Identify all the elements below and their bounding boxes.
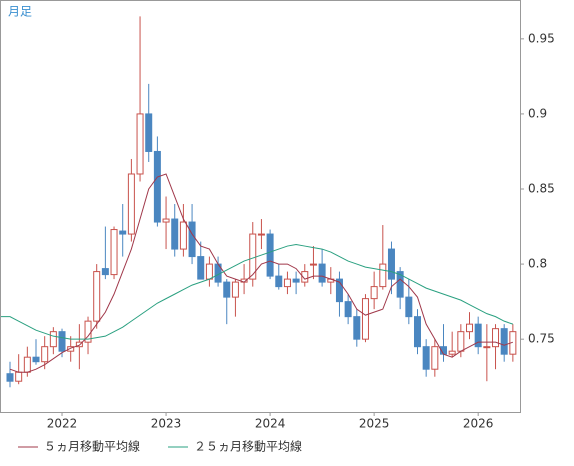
candle-body	[275, 275, 283, 288]
legend-label: ５ヵ月移動平均線	[44, 439, 140, 454]
candle-body	[335, 278, 343, 303]
candle-body	[6, 373, 14, 382]
candle-body	[15, 371, 23, 382]
moving-average-line	[1, 244, 514, 340]
candle-body	[387, 248, 395, 280]
candle-body	[457, 331, 465, 352]
plot-frame	[0, 0, 521, 413]
candle-body	[318, 263, 326, 283]
candle-body	[119, 230, 127, 235]
candle-body	[361, 298, 369, 340]
candle-body	[23, 356, 31, 373]
candle-body	[223, 281, 231, 298]
y-tick-label: 0.75	[528, 332, 555, 346]
candle-body	[309, 263, 317, 266]
candle-body	[171, 218, 179, 250]
candle-body	[136, 113, 144, 175]
candle-body	[431, 346, 439, 370]
candle-body	[179, 221, 187, 250]
candle-body	[448, 350, 456, 355]
candle-body	[75, 341, 83, 348]
candle-body	[301, 271, 309, 283]
candle-body	[353, 316, 361, 340]
moving-average-line	[9, 173, 514, 373]
candle-body	[49, 331, 57, 348]
x-tick-label: 2024	[255, 417, 286, 431]
candle-body	[422, 346, 430, 370]
candle-body	[153, 150, 161, 223]
period-label: 月足	[8, 5, 32, 19]
candle-body	[405, 296, 413, 318]
candle-body	[257, 233, 265, 236]
candle-body	[197, 256, 205, 280]
candle-body	[231, 281, 239, 298]
candle-body	[205, 263, 213, 280]
x-tick-label: 2023	[151, 417, 182, 431]
candle-body	[413, 316, 421, 348]
candle-body	[466, 323, 474, 333]
candle-body	[162, 218, 170, 223]
candle-body	[379, 263, 387, 288]
x-tick-label: 2022	[47, 417, 78, 431]
y-tick-label: 0.85	[528, 182, 555, 196]
candle-body	[344, 301, 352, 318]
candle-body	[483, 346, 491, 349]
candle-body	[93, 271, 101, 322]
candle-body	[188, 221, 196, 258]
candle-body	[58, 331, 66, 352]
y-tick-label: 0.8	[528, 257, 547, 271]
candle-body	[110, 229, 118, 276]
candle-body	[67, 346, 75, 352]
candle-body	[370, 286, 378, 300]
y-tick-label: 0.9	[528, 106, 547, 120]
candle-body	[500, 328, 508, 355]
candle-body	[32, 356, 40, 363]
y-tick-label: 0.95	[528, 31, 555, 45]
candle-body	[127, 173, 135, 235]
candle-body	[292, 278, 300, 283]
candle-body	[145, 113, 153, 152]
x-tick-label: 2026	[463, 417, 494, 431]
candle-body	[266, 233, 274, 277]
candle-body	[396, 271, 404, 298]
candle-body	[474, 323, 482, 348]
candle-body	[41, 346, 49, 363]
candle-body	[101, 268, 109, 276]
x-tick-label: 2025	[359, 417, 390, 431]
candle-body	[492, 328, 500, 348]
candle-body	[283, 278, 291, 288]
legend-label: ２５ヵ月移動平均線	[194, 439, 302, 454]
